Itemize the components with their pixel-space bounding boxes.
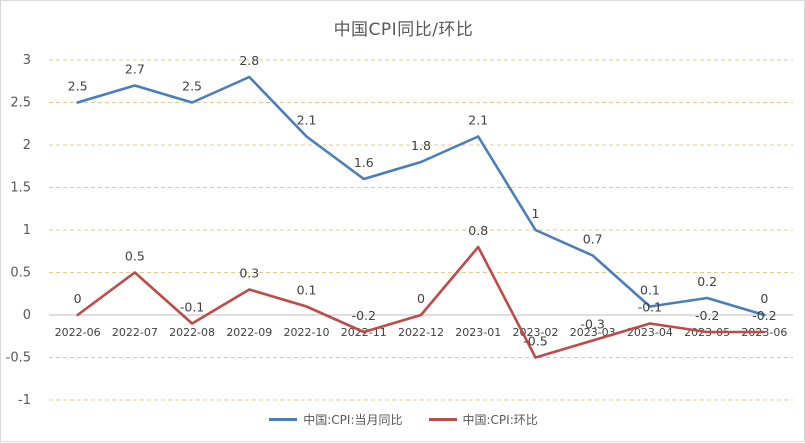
data-label-mom: -0.5	[523, 334, 547, 349]
x-tick-label: 2022-12	[398, 326, 444, 339]
series-line-mom	[76, 245, 766, 359]
y-tick-label: 1	[23, 223, 31, 238]
y-tick-label: 0.5	[10, 266, 31, 281]
data-label-yoy: 2.1	[468, 113, 488, 128]
data-label-yoy: 1	[531, 206, 539, 221]
x-tick-label: 2023-01	[455, 326, 501, 339]
y-tick-label: 2	[23, 138, 31, 153]
data-label-mom: 0.3	[239, 266, 259, 281]
data-label-yoy: 1.6	[354, 155, 374, 170]
legend-swatch-yoy	[269, 418, 298, 421]
chart-title: 中国CPI同比/环比	[333, 20, 474, 40]
legend-label-mom: 中国:CPI:环比	[462, 413, 538, 427]
data-label-mom: -0.2	[752, 308, 776, 323]
y-tick-label: 0	[23, 308, 31, 323]
data-label-mom: -0.2	[695, 308, 719, 323]
x-tick-label: 2023-04	[627, 326, 673, 339]
y-tick-label: 1.5	[10, 181, 31, 196]
y-tick-label: 3	[23, 53, 31, 68]
data-label-mom: -0.1	[638, 300, 662, 315]
x-tick-label: 2022-07	[112, 326, 158, 339]
chart-legend: 中国:CPI:当月同比 中国:CPI:环比	[1, 411, 805, 428]
data-label-mom: 0.8	[468, 223, 488, 238]
y-tick-label: -1	[18, 393, 31, 408]
data-label-yoy: 0.2	[697, 274, 717, 289]
x-tick-label: 2022-08	[169, 326, 215, 339]
data-label-mom: 0	[417, 291, 425, 306]
legend-item-mom: 中国:CPI:环比	[428, 411, 538, 428]
data-label-yoy: 2.7	[125, 62, 145, 77]
data-label-yoy: 2.1	[297, 113, 317, 128]
data-label-yoy: 2.5	[68, 79, 88, 94]
legend-item-yoy: 中国:CPI:当月同比	[269, 411, 403, 428]
data-label-mom: -0.3	[580, 317, 604, 332]
data-label-mom: -0.1	[180, 300, 204, 315]
legend-label-yoy: 中国:CPI:当月同比	[303, 413, 403, 427]
data-label-mom: 0.1	[297, 283, 317, 298]
data-label-mom: -0.2	[352, 308, 376, 323]
series-line-yoy	[76, 75, 766, 317]
data-label-yoy: 2.5	[182, 79, 202, 94]
x-tick-label: 2022-09	[226, 326, 272, 339]
y-tick-label: 2.5	[10, 96, 31, 111]
data-label-mom: 0.5	[125, 249, 145, 264]
x-tick-label: 2022-10	[284, 326, 330, 339]
y-tick-label: -0.5	[6, 351, 31, 366]
data-label-yoy: 0.7	[583, 232, 603, 247]
data-label-yoy: 2.8	[239, 53, 259, 68]
data-label-mom: 0	[74, 291, 82, 306]
data-label-yoy: 0.1	[640, 283, 660, 298]
data-label-yoy: 0	[760, 291, 768, 306]
x-tick-label: 2022-06	[55, 326, 101, 339]
legend-swatch-mom	[428, 418, 457, 421]
data-label-yoy: 1.8	[411, 138, 431, 153]
